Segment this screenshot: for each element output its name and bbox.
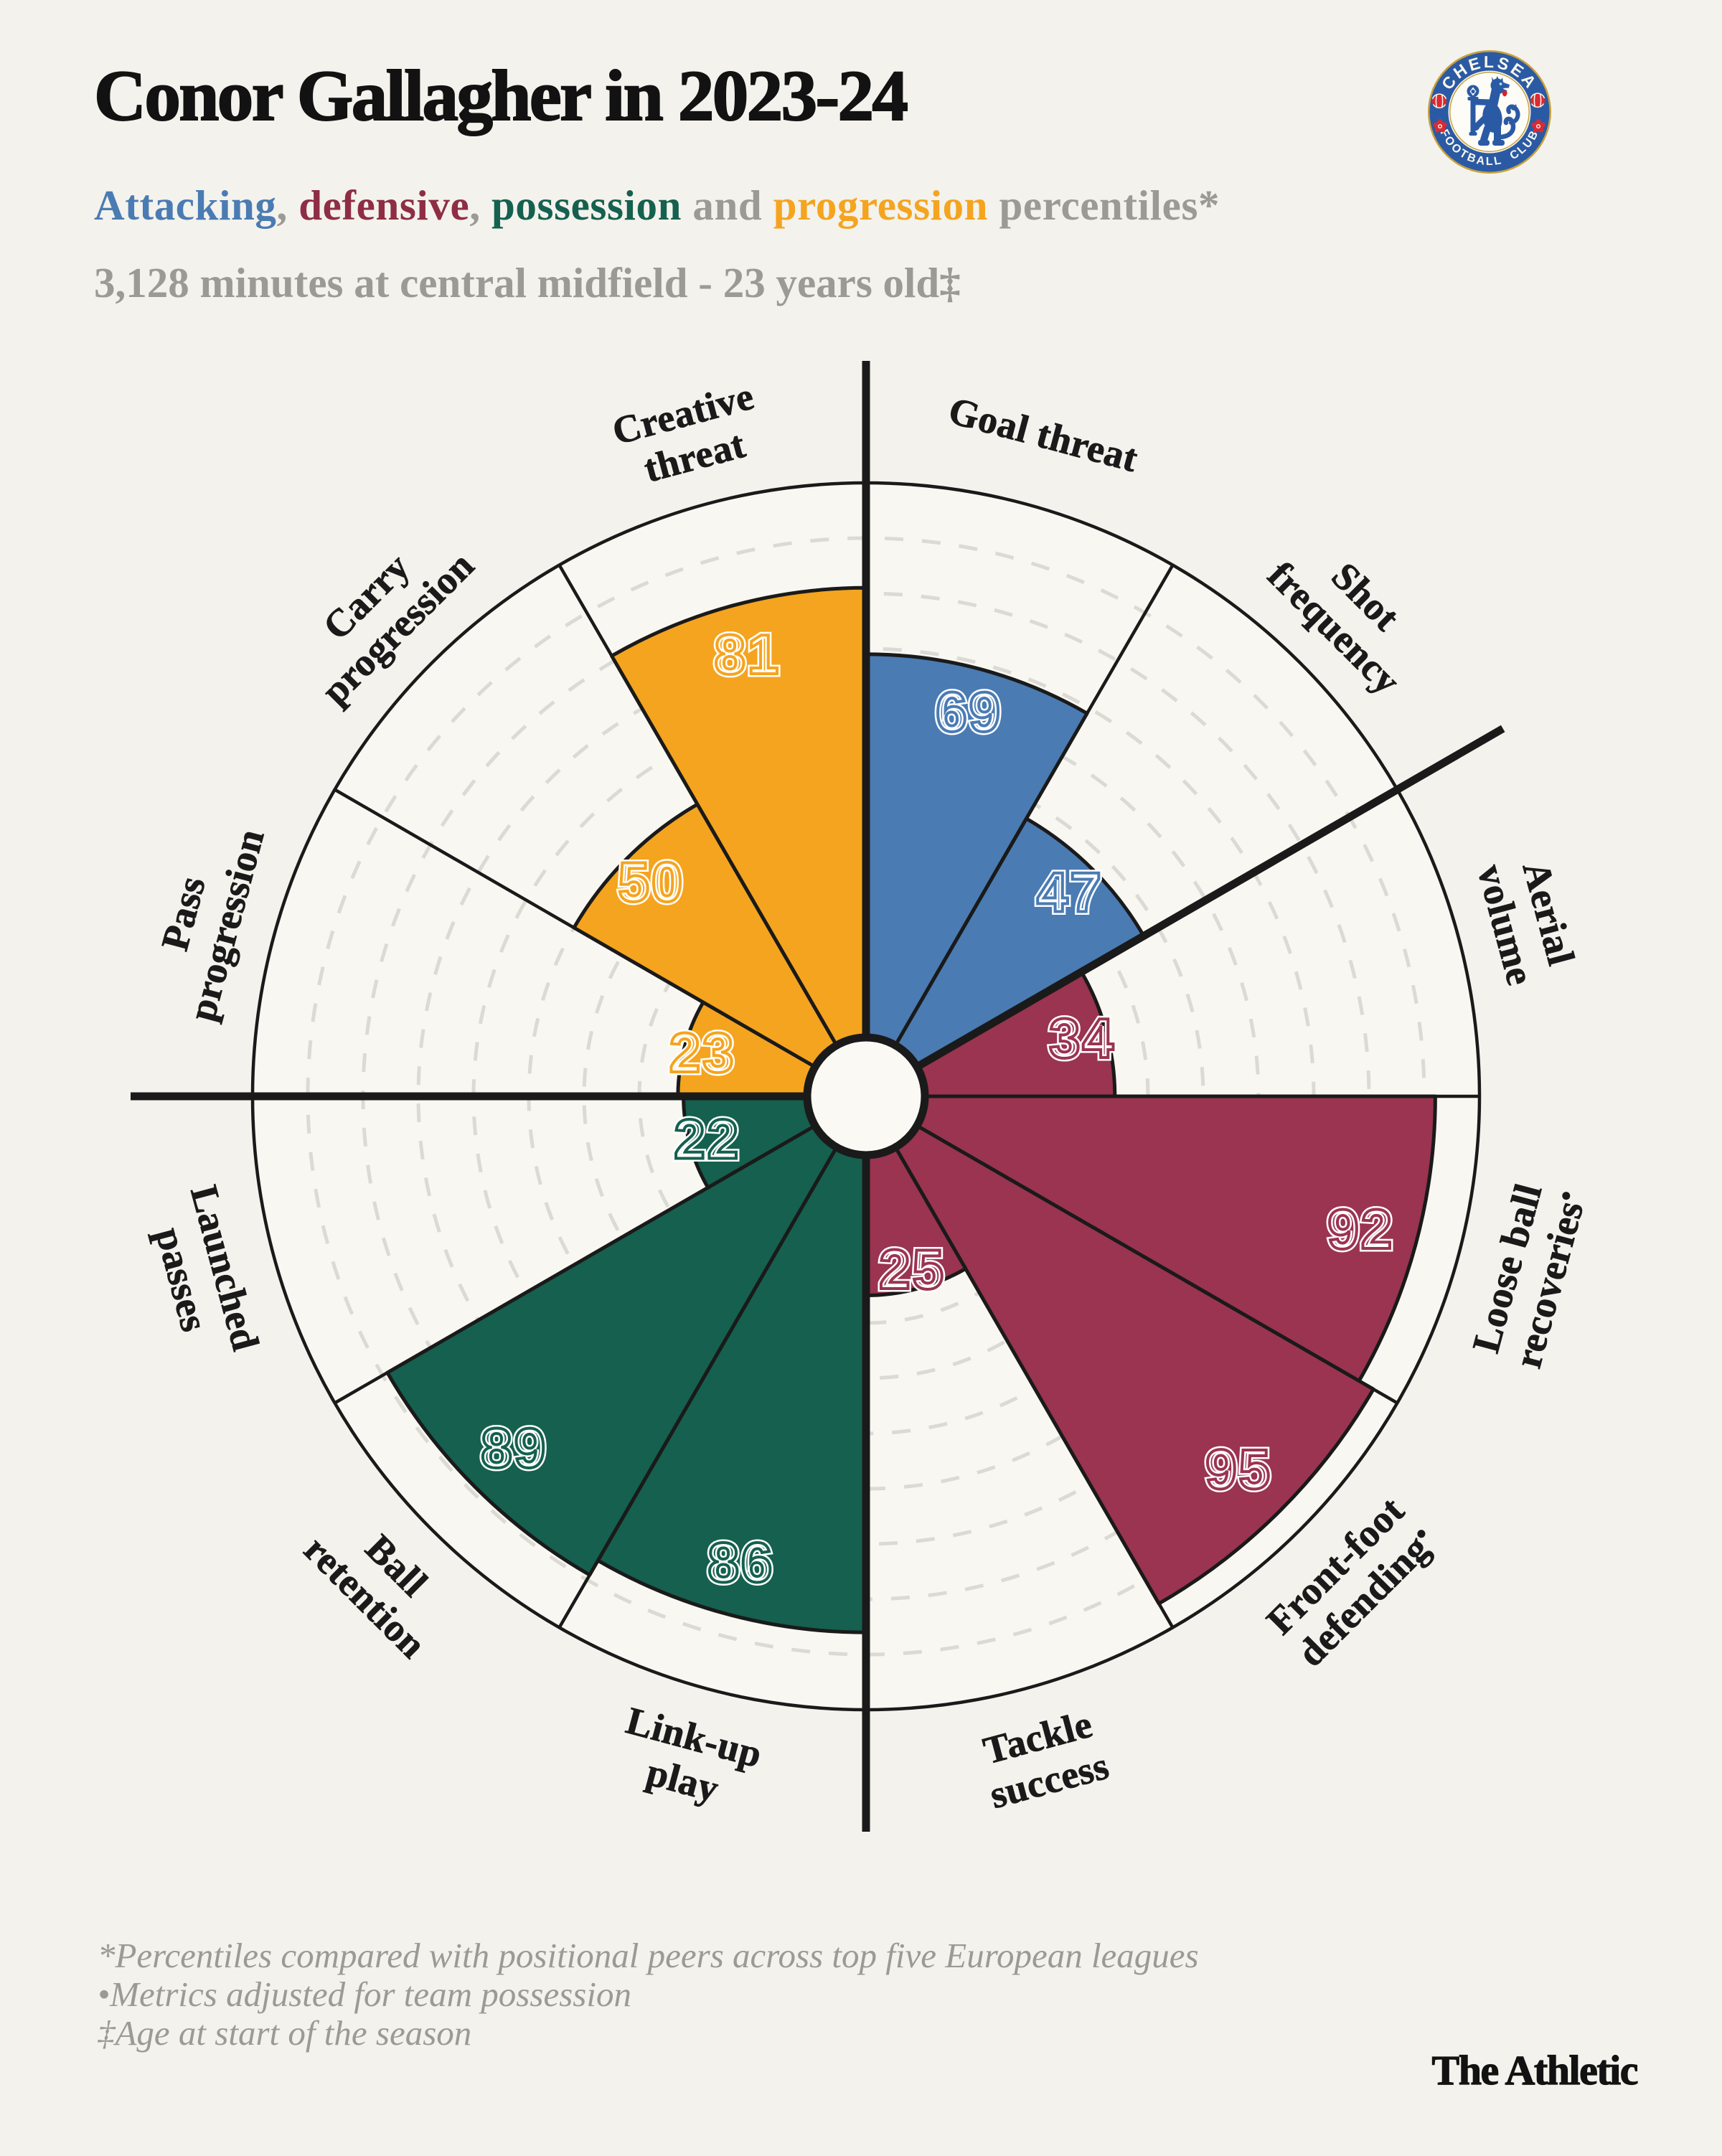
svg-text:69: 69 [936, 680, 1002, 743]
svg-text:89: 89 [481, 1416, 547, 1479]
svg-text:95: 95 [1205, 1438, 1272, 1501]
svg-text:22: 22 [674, 1107, 740, 1170]
svg-text:92: 92 [1327, 1197, 1394, 1261]
svg-text:86: 86 [708, 1531, 775, 1594]
svg-text:50: 50 [618, 850, 685, 913]
svg-text:81: 81 [715, 623, 781, 686]
svg-text:50: 50 [618, 850, 685, 913]
svg-text:•Metrics adjusted for team pos: •Metrics adjusted for team possession [98, 1974, 631, 2014]
svg-text:22: 22 [674, 1107, 740, 1170]
svg-text:92: 92 [1327, 1197, 1394, 1261]
svg-text:25: 25 [879, 1238, 946, 1301]
svg-text:86: 86 [708, 1531, 775, 1594]
svg-text:3,128 minutes at central midfi: 3,128 minutes at central midfield - 23 y… [94, 259, 961, 306]
svg-text:95: 95 [1205, 1438, 1272, 1501]
svg-text:*Percentiles compared with pos: *Percentiles compared with positional pe… [98, 1936, 1199, 1975]
svg-text:23: 23 [669, 1021, 736, 1084]
svg-text:81: 81 [715, 623, 781, 686]
svg-text:34: 34 [1049, 1007, 1116, 1070]
svg-text:‡Age at start of the season: ‡Age at start of the season [98, 2013, 471, 2053]
svg-text:34: 34 [1049, 1007, 1116, 1070]
svg-text:69: 69 [936, 680, 1002, 743]
svg-text:89: 89 [481, 1416, 547, 1479]
svg-text:25: 25 [879, 1238, 946, 1301]
svg-text:The Athletic: The Athletic [1432, 2047, 1638, 2094]
svg-text:23: 23 [669, 1021, 736, 1084]
svg-text:47: 47 [1037, 861, 1104, 924]
svg-text:47: 47 [1037, 861, 1104, 924]
svg-text:Conor Gallagher in 2023-24: Conor Gallagher in 2023-24 [94, 55, 907, 136]
svg-text:Attacking, defensive, possessi: Attacking, defensive, possession and pro… [94, 182, 1220, 229]
